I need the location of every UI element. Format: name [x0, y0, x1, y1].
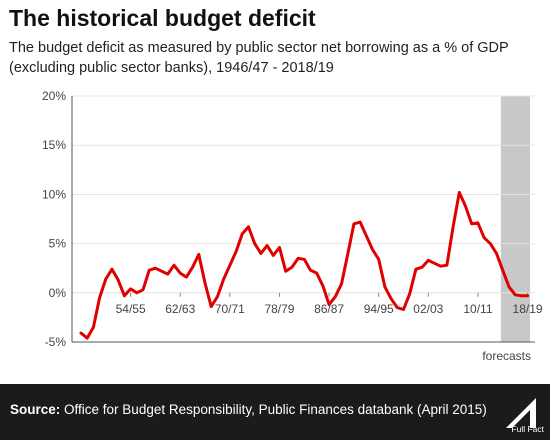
x-tick-label: 62/63: [165, 302, 195, 316]
forecast-band: [500, 96, 530, 342]
x-tick-label: 86/87: [314, 302, 344, 316]
y-tick-label: 0%: [49, 286, 67, 300]
y-tick-label: 5%: [49, 237, 67, 251]
x-tick-label: 10/11: [463, 302, 492, 316]
page-title: The historical budget deficit: [9, 5, 316, 31]
source-label: Source:: [10, 402, 61, 417]
full-fact-logo-icon: [506, 398, 536, 428]
chart-subtitle: The budget deficit as measured by public…: [9, 40, 509, 76]
x-tick-label: 54/55: [116, 302, 146, 316]
series-line: [79, 190, 530, 340]
x-tick-label: 78/79: [264, 302, 294, 316]
logo-text: Full Fact: [511, 424, 544, 434]
line-chart: 20% 15% 10% 5% 0% -5% 54/55 62/63 70/71 78/79 86/8…: [42, 89, 543, 363]
y-tick-label: 15%: [42, 138, 66, 152]
x-tick-label: 02/03: [413, 302, 443, 316]
footer-bar: Source: Office for Budget Responsibility…: [0, 384, 550, 440]
y-tick-label: 20%: [42, 89, 66, 103]
x-tick-label: 18/19: [513, 302, 543, 316]
forecast-label: forecasts: [482, 349, 531, 363]
x-tick-label: 70/71: [215, 302, 245, 316]
y-tick-label: -5%: [45, 335, 67, 349]
source-note: Source: Office for Budget Responsibility…: [10, 402, 487, 417]
y-tick-label: 10%: [42, 187, 66, 201]
x-tick-label: 94/95: [364, 302, 394, 316]
source-text: Office for Budget Responsibility, Public…: [64, 402, 487, 417]
